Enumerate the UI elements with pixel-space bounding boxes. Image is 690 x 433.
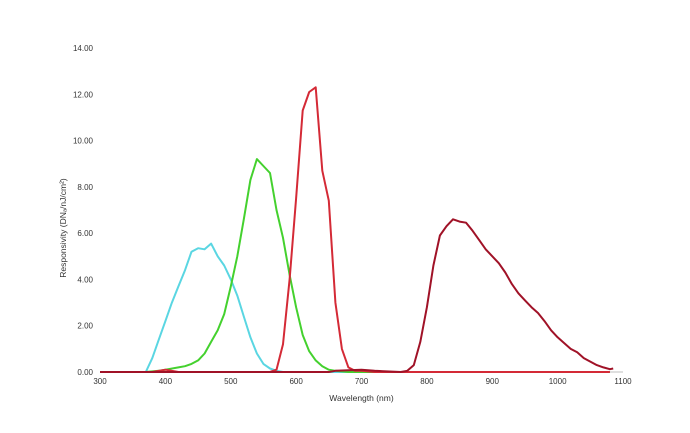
y-tick-label: 12.00 <box>73 90 94 99</box>
y-axis-label: Responsivity (DNₐ/nJ/cm²) <box>58 178 68 278</box>
y-axis-ticks: 0.00 2.00 4.00 6.00 8.00 10.00 12.00 14.00 <box>73 44 94 377</box>
y-tick-label: 14.00 <box>73 44 94 53</box>
x-tick-label: 800 <box>420 377 434 386</box>
y-tick-label: 8.00 <box>77 183 93 192</box>
series-line-4 <box>100 218 614 373</box>
x-axis-ticks: 300 400 500 600 700 800 900 1000 1100 <box>93 377 632 386</box>
x-axis-label: Wavelength (nm) <box>329 393 394 403</box>
y-tick-label: 6.00 <box>77 229 93 238</box>
x-tick-label: 1100 <box>614 377 632 386</box>
y-tick-label: 10.00 <box>73 137 94 146</box>
x-tick-label: 500 <box>224 377 238 386</box>
series-layer <box>100 86 614 373</box>
y-tick-label: 0.00 <box>77 368 93 377</box>
x-tick-label: 300 <box>93 377 107 386</box>
series-line-3 <box>100 86 610 373</box>
y-tick-label: 2.00 <box>77 322 93 331</box>
series-line-1 <box>100 242 610 373</box>
x-tick-label: 700 <box>355 377 369 386</box>
series-line-2 <box>100 158 610 373</box>
y-tick-label: 4.00 <box>77 275 93 284</box>
x-tick-label: 600 <box>289 377 303 386</box>
x-tick-label: 400 <box>159 377 173 386</box>
x-tick-label: 900 <box>486 377 500 386</box>
x-tick-label: 1000 <box>549 377 567 386</box>
